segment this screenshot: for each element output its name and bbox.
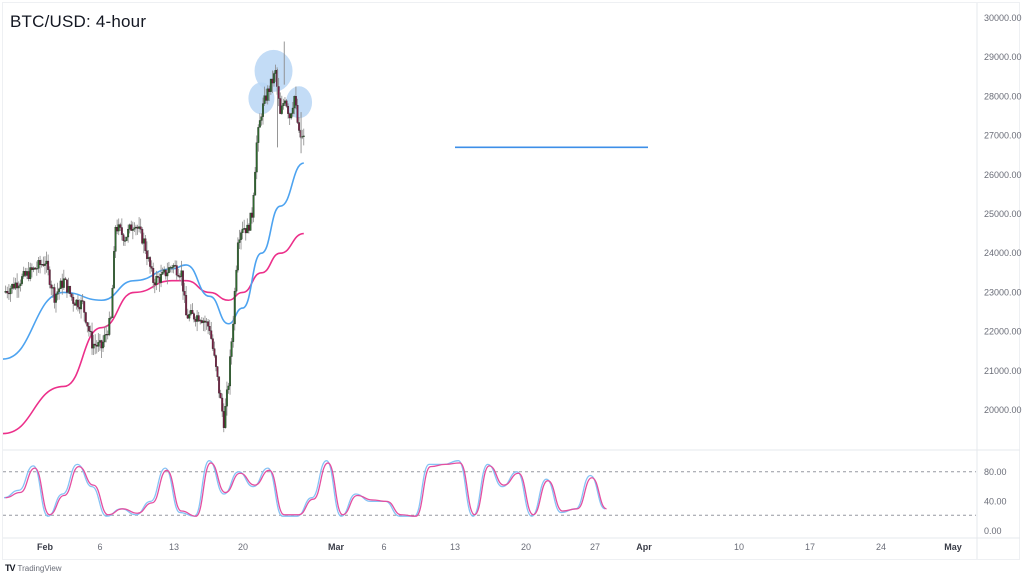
time-tick-label: 20 bbox=[521, 542, 531, 552]
oscillator-axis[interactable]: 80.00 40.00 0.00 bbox=[3, 467, 1007, 536]
time-tick-label: 13 bbox=[169, 542, 179, 552]
tradingview-branding[interactable]: TV TradingView bbox=[5, 563, 62, 573]
oscillator-tick-label: 40.00 bbox=[984, 496, 1007, 506]
price-tick-label: 22000.00 bbox=[984, 327, 1022, 337]
price-tick-label: 30000.00 bbox=[984, 13, 1022, 23]
price-tick-label: 28000.00 bbox=[984, 91, 1022, 101]
price-tick-label: 27000.00 bbox=[984, 131, 1022, 141]
time-tick-label: Apr bbox=[636, 542, 652, 552]
chart-title: BTC/USD: 4-hour bbox=[10, 12, 147, 31]
time-tick-label: 13 bbox=[450, 542, 460, 552]
price-tick-label: 26000.00 bbox=[984, 170, 1022, 180]
time-tick-label: 17 bbox=[805, 542, 815, 552]
price-tick-label: 25000.00 bbox=[984, 209, 1022, 219]
price-axis[interactable]: 30000.00 29000.00 28000.00 27000.00 26000.00… bbox=[984, 13, 1022, 415]
price-tick-label: 24000.00 bbox=[984, 248, 1022, 258]
oscillator-tick-label: 80.00 bbox=[984, 467, 1007, 477]
time-tick-label: 10 bbox=[734, 542, 744, 552]
sma-slow-line bbox=[2, 232, 304, 435]
time-tick-label: 20 bbox=[238, 542, 248, 552]
time-tick-label: 27 bbox=[590, 542, 600, 552]
time-tick-label: Feb bbox=[37, 542, 54, 552]
head-highlight[interactable] bbox=[254, 49, 293, 92]
oscillator-tick-label: 0.00 bbox=[984, 526, 1002, 536]
time-axis[interactable]: Feb 6 13 20 Mar 6 13 20 27 Apr 10 17 24 May bbox=[37, 542, 962, 552]
chart-frame bbox=[2, 2, 1020, 560]
time-tick-label: Mar bbox=[328, 542, 345, 552]
sma-fast-line bbox=[2, 162, 305, 360]
time-tick-label: May bbox=[944, 542, 962, 552]
stochastic-oscillator bbox=[3, 460, 607, 517]
time-tick-label: 6 bbox=[381, 542, 386, 552]
price-tick-label: 21000.00 bbox=[984, 366, 1022, 376]
price-tick-label: 20000.00 bbox=[984, 405, 1022, 415]
price-tick-label: 29000.00 bbox=[984, 52, 1022, 62]
time-tick-label: 24 bbox=[876, 542, 886, 552]
tradingview-label: TradingView bbox=[17, 563, 62, 573]
candlestick-series bbox=[4, 41, 305, 433]
price-tick-label: 23000.00 bbox=[984, 287, 1022, 297]
tradingview-logo-icon: TV bbox=[5, 563, 15, 573]
time-tick-label: 6 bbox=[97, 542, 102, 552]
